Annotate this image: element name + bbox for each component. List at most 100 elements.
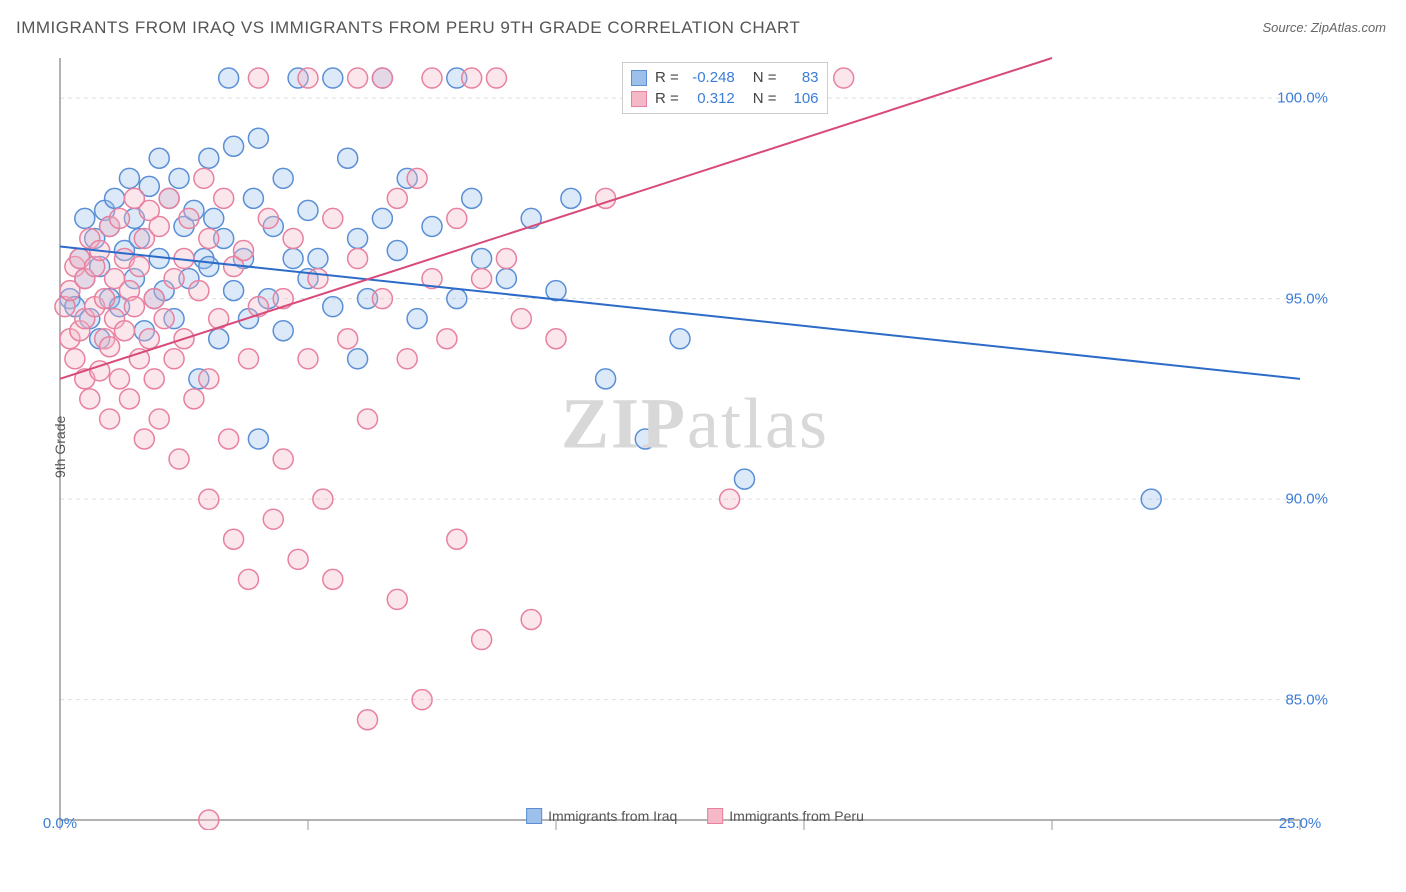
scatter-point [422,216,442,236]
scatter-point [635,429,655,449]
scatter-point [348,68,368,88]
scatter-chart [50,50,1340,830]
scatter-point [258,208,278,228]
scatter-point [323,208,343,228]
scatter-point [546,281,566,301]
scatter-point [720,489,740,509]
scatter-point [358,710,378,730]
scatter-point [338,329,358,349]
scatter-point [100,409,120,429]
scatter-point [338,148,358,168]
scatter-point [214,188,234,208]
scatter-point [521,609,541,629]
stats-row: R =-0.248N =83 [631,67,819,88]
scatter-point [105,188,125,208]
legend-label: Immigrants from Peru [729,808,864,824]
scatter-point [283,249,303,269]
scatter-point [243,188,263,208]
scatter-point [273,321,293,341]
scatter-point [546,329,566,349]
legend-label: Immigrants from Iraq [548,808,677,824]
scatter-point [273,168,293,188]
scatter-point [407,168,427,188]
scatter-point [189,281,209,301]
chart-title: IMMIGRANTS FROM IRAQ VS IMMIGRANTS FROM … [16,18,800,38]
scatter-point [129,257,149,277]
y-tick-label: 95.0% [1285,290,1328,307]
y-axis-label: 9th Grade [52,416,68,478]
scatter-point [387,188,407,208]
scatter-point [169,449,189,469]
scatter-point [248,429,268,449]
stats-swatch [631,70,647,86]
scatter-point [194,168,214,188]
scatter-point [462,68,482,88]
scatter-point [348,349,368,369]
scatter-point [199,369,219,389]
scatter-point [387,241,407,261]
scatter-point [437,329,457,349]
scatter-point [670,329,690,349]
scatter-point [298,349,318,369]
scatter-point [323,68,343,88]
scatter-point [511,309,531,329]
scatter-point [119,168,139,188]
scatter-point [248,68,268,88]
scatter-point [397,349,417,369]
scatter-point [596,369,616,389]
scatter-point [224,281,244,301]
scatter-point [238,569,258,589]
legend-item: Immigrants from Peru [707,808,864,824]
stats-r-value: 0.312 [687,90,735,107]
legend-item: Immigrants from Iraq [526,808,677,824]
scatter-point [422,68,442,88]
stats-n-label: N = [753,69,777,86]
scatter-point [1141,489,1161,509]
scatter-point [273,449,293,469]
scatter-point [496,249,516,269]
stats-row: R =0.312N =106 [631,88,819,109]
scatter-point [734,469,754,489]
scatter-point [372,68,392,88]
scatter-point [387,589,407,609]
scatter-point [308,249,328,269]
scatter-point [149,216,169,236]
y-tick-label: 85.0% [1285,691,1328,708]
scatter-point [348,249,368,269]
scatter-point [149,148,169,168]
scatter-point [496,269,516,289]
scatter-point [263,509,283,529]
stats-n-value: 83 [785,69,819,86]
stats-r-label: R = [655,69,679,86]
scatter-point [219,429,239,449]
x-tick-label: 0.0% [43,815,77,832]
scatter-point [164,349,184,369]
scatter-point [65,349,85,369]
legend-swatch [526,808,542,824]
scatter-point [139,329,159,349]
scatter-point [159,188,179,208]
scatter-point [154,309,174,329]
scatter-point [144,289,164,309]
scatter-point [234,241,254,261]
scatter-point [298,68,318,88]
scatter-point [169,168,189,188]
scatter-point [283,228,303,248]
scatter-point [164,269,184,289]
scatter-point [313,489,333,509]
scatter-point [238,349,258,369]
scatter-point [224,529,244,549]
scatter-point [323,297,343,317]
scatter-point [199,810,219,830]
scatter-point [119,389,139,409]
scatter-point [407,309,427,329]
scatter-point [447,529,467,549]
scatter-point [348,228,368,248]
scatter-point [184,389,204,409]
scatter-point [834,68,854,88]
scatter-point [298,200,318,220]
scatter-point [219,68,239,88]
scatter-point [110,369,130,389]
legend-swatch [707,808,723,824]
scatter-point [114,321,134,341]
